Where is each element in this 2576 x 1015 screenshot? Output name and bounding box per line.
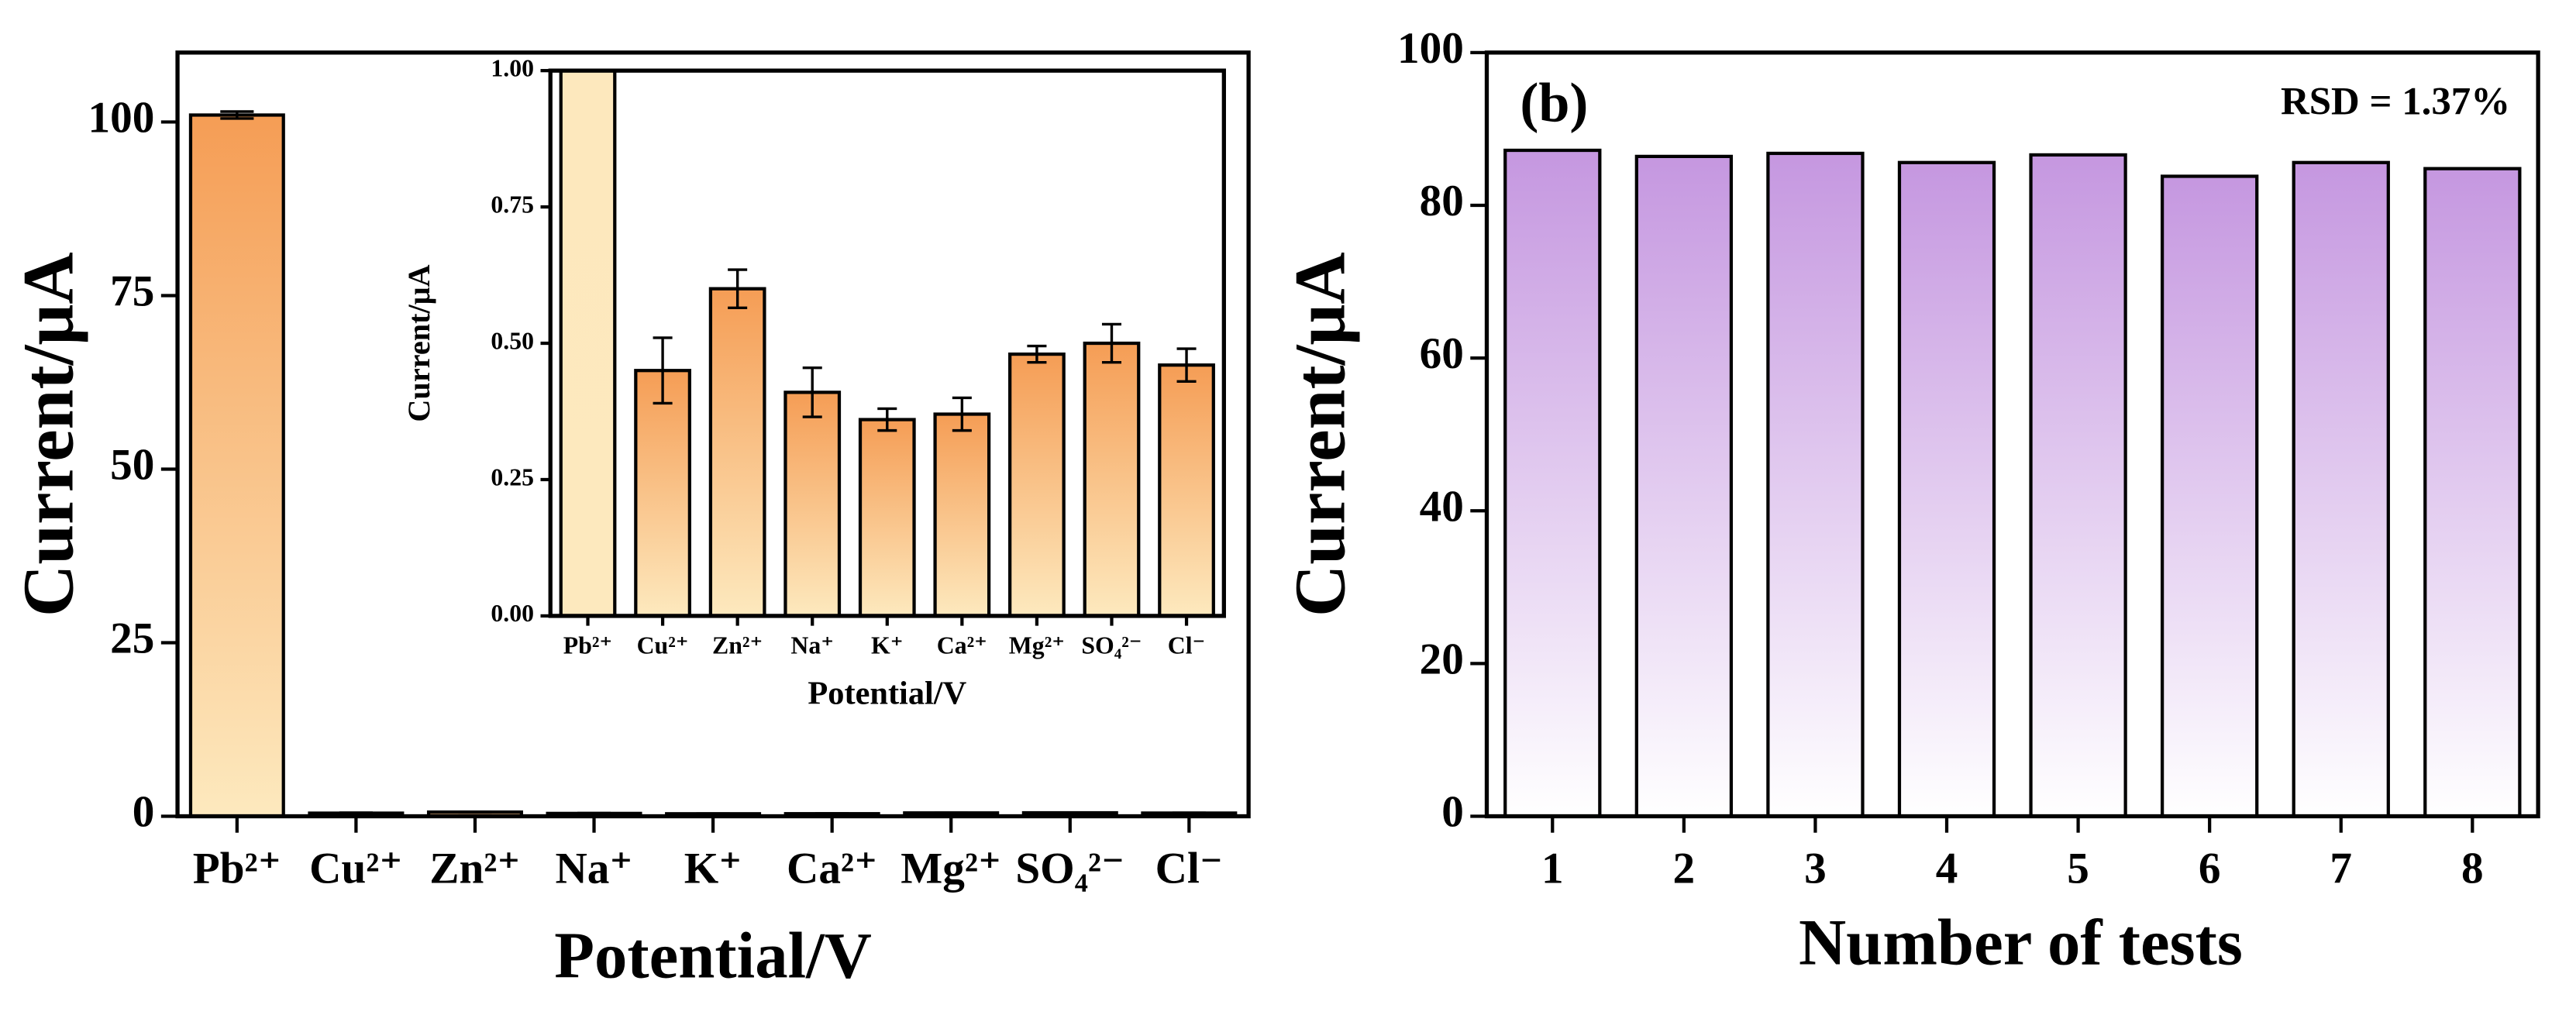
annotation: RSD = 1.37% — [2281, 80, 2510, 123]
error-bar — [728, 268, 748, 309]
y-tick-label: 0.25 — [491, 463, 534, 490]
x-tick-label: Ca²⁺ — [937, 632, 987, 659]
bar — [1008, 352, 1066, 616]
bar — [1766, 151, 1865, 817]
error-bar — [220, 110, 254, 120]
y-tick-label: 0.50 — [491, 327, 534, 354]
x-tick-label: Cl⁻ — [1168, 632, 1206, 659]
error-bar — [458, 810, 492, 814]
y-tick-label: 0 — [1441, 788, 1464, 837]
bar — [2161, 174, 2259, 817]
x-tick-label: 3 — [1804, 844, 1827, 893]
x-tick-label: Zn²⁺ — [429, 844, 520, 893]
y-tick-label: 0.75 — [491, 191, 534, 218]
bar — [783, 391, 842, 616]
x-tick-label: Cu²⁺ — [309, 844, 403, 893]
bars — [559, 71, 1215, 616]
x-tick-label: 5 — [2067, 844, 2089, 893]
y-axis-label: Current/μA — [1280, 252, 1360, 617]
bar — [2029, 153, 2127, 817]
bar — [559, 71, 617, 616]
bar — [1503, 148, 1602, 817]
bar — [1158, 363, 1215, 616]
x-tick-label: Mg²⁺ — [1009, 632, 1065, 659]
bar — [1634, 154, 1734, 817]
y-tick-label: 50 — [110, 441, 154, 490]
bar — [708, 287, 766, 616]
y-axis-label: Current/μA — [401, 264, 436, 421]
axes-frame — [1484, 50, 2540, 819]
bar — [858, 418, 916, 616]
x-tick-label: 7 — [2330, 844, 2352, 893]
error-bar — [1176, 347, 1197, 383]
x-tick-label: Zn²⁺ — [712, 632, 763, 659]
y-tick-label: 1.00 — [491, 54, 534, 81]
x-tick-label: Mg²⁺ — [901, 844, 1001, 893]
error-bar — [1053, 811, 1087, 815]
error-bar — [577, 811, 611, 815]
x-tick-label: 4 — [1936, 844, 1958, 893]
x-tick-label: 2 — [1673, 844, 1696, 893]
x-tick-label: Pb²⁺ — [563, 632, 612, 659]
error-bar — [339, 811, 373, 815]
bars — [1503, 148, 2522, 817]
x-tick-label: Ca²⁺ — [787, 844, 877, 893]
x-tick-label: Pb²⁺ — [193, 844, 281, 893]
y-tick-label: 20 — [1420, 635, 1464, 684]
bar — [1897, 160, 1996, 817]
y-tick-label: 80 — [1420, 177, 1464, 225]
y-tick-label: 0.00 — [491, 600, 534, 627]
bar — [634, 369, 691, 616]
error-bar — [653, 336, 673, 405]
x-tick-label: Na⁺ — [790, 632, 834, 659]
bar — [2423, 167, 2522, 817]
x-axis-label: Potential/V — [554, 920, 872, 993]
panel-label: (b) — [1520, 71, 1588, 133]
y-tick-label: 100 — [88, 94, 155, 143]
bar — [188, 113, 285, 817]
x-tick-label: Na⁺ — [555, 844, 632, 893]
error-bar — [952, 396, 972, 432]
y-tick-label: 0 — [133, 788, 155, 837]
x-tick-label: 8 — [2461, 844, 2484, 893]
error-bar — [1172, 811, 1206, 815]
y-tick-label: 100 — [1397, 24, 1464, 73]
y-tick-label: 60 — [1420, 329, 1464, 378]
x-axis-label: Potential/V — [808, 676, 966, 712]
x-tick-label: 1 — [1541, 844, 1564, 893]
x-tick-label: K⁺ — [684, 844, 742, 893]
x-tick-label: SO₄²⁻ — [1081, 632, 1142, 659]
error-bar — [1101, 322, 1121, 364]
y-axis-label: Current/μA — [9, 252, 89, 617]
axes-frame — [175, 50, 1251, 819]
x-tick-label: SO₄²⁻ — [1015, 844, 1124, 893]
x-tick-label: 6 — [2199, 844, 2221, 893]
x-tick-label: Cl⁻ — [1155, 844, 1223, 893]
error-bar — [1027, 344, 1047, 364]
x-axis-label: Number of tests — [1799, 907, 2243, 979]
x-tick-label: Cu²⁺ — [637, 632, 689, 659]
bar — [1083, 341, 1141, 616]
x-tick-label: K⁺ — [871, 632, 904, 659]
error-bar — [877, 407, 897, 432]
y-tick-label: 75 — [110, 267, 154, 316]
bar — [2292, 160, 2390, 817]
y-tick-label: 40 — [1420, 482, 1464, 531]
bar — [933, 412, 991, 616]
y-tick-label: 25 — [110, 614, 154, 663]
error-bar — [802, 366, 822, 418]
